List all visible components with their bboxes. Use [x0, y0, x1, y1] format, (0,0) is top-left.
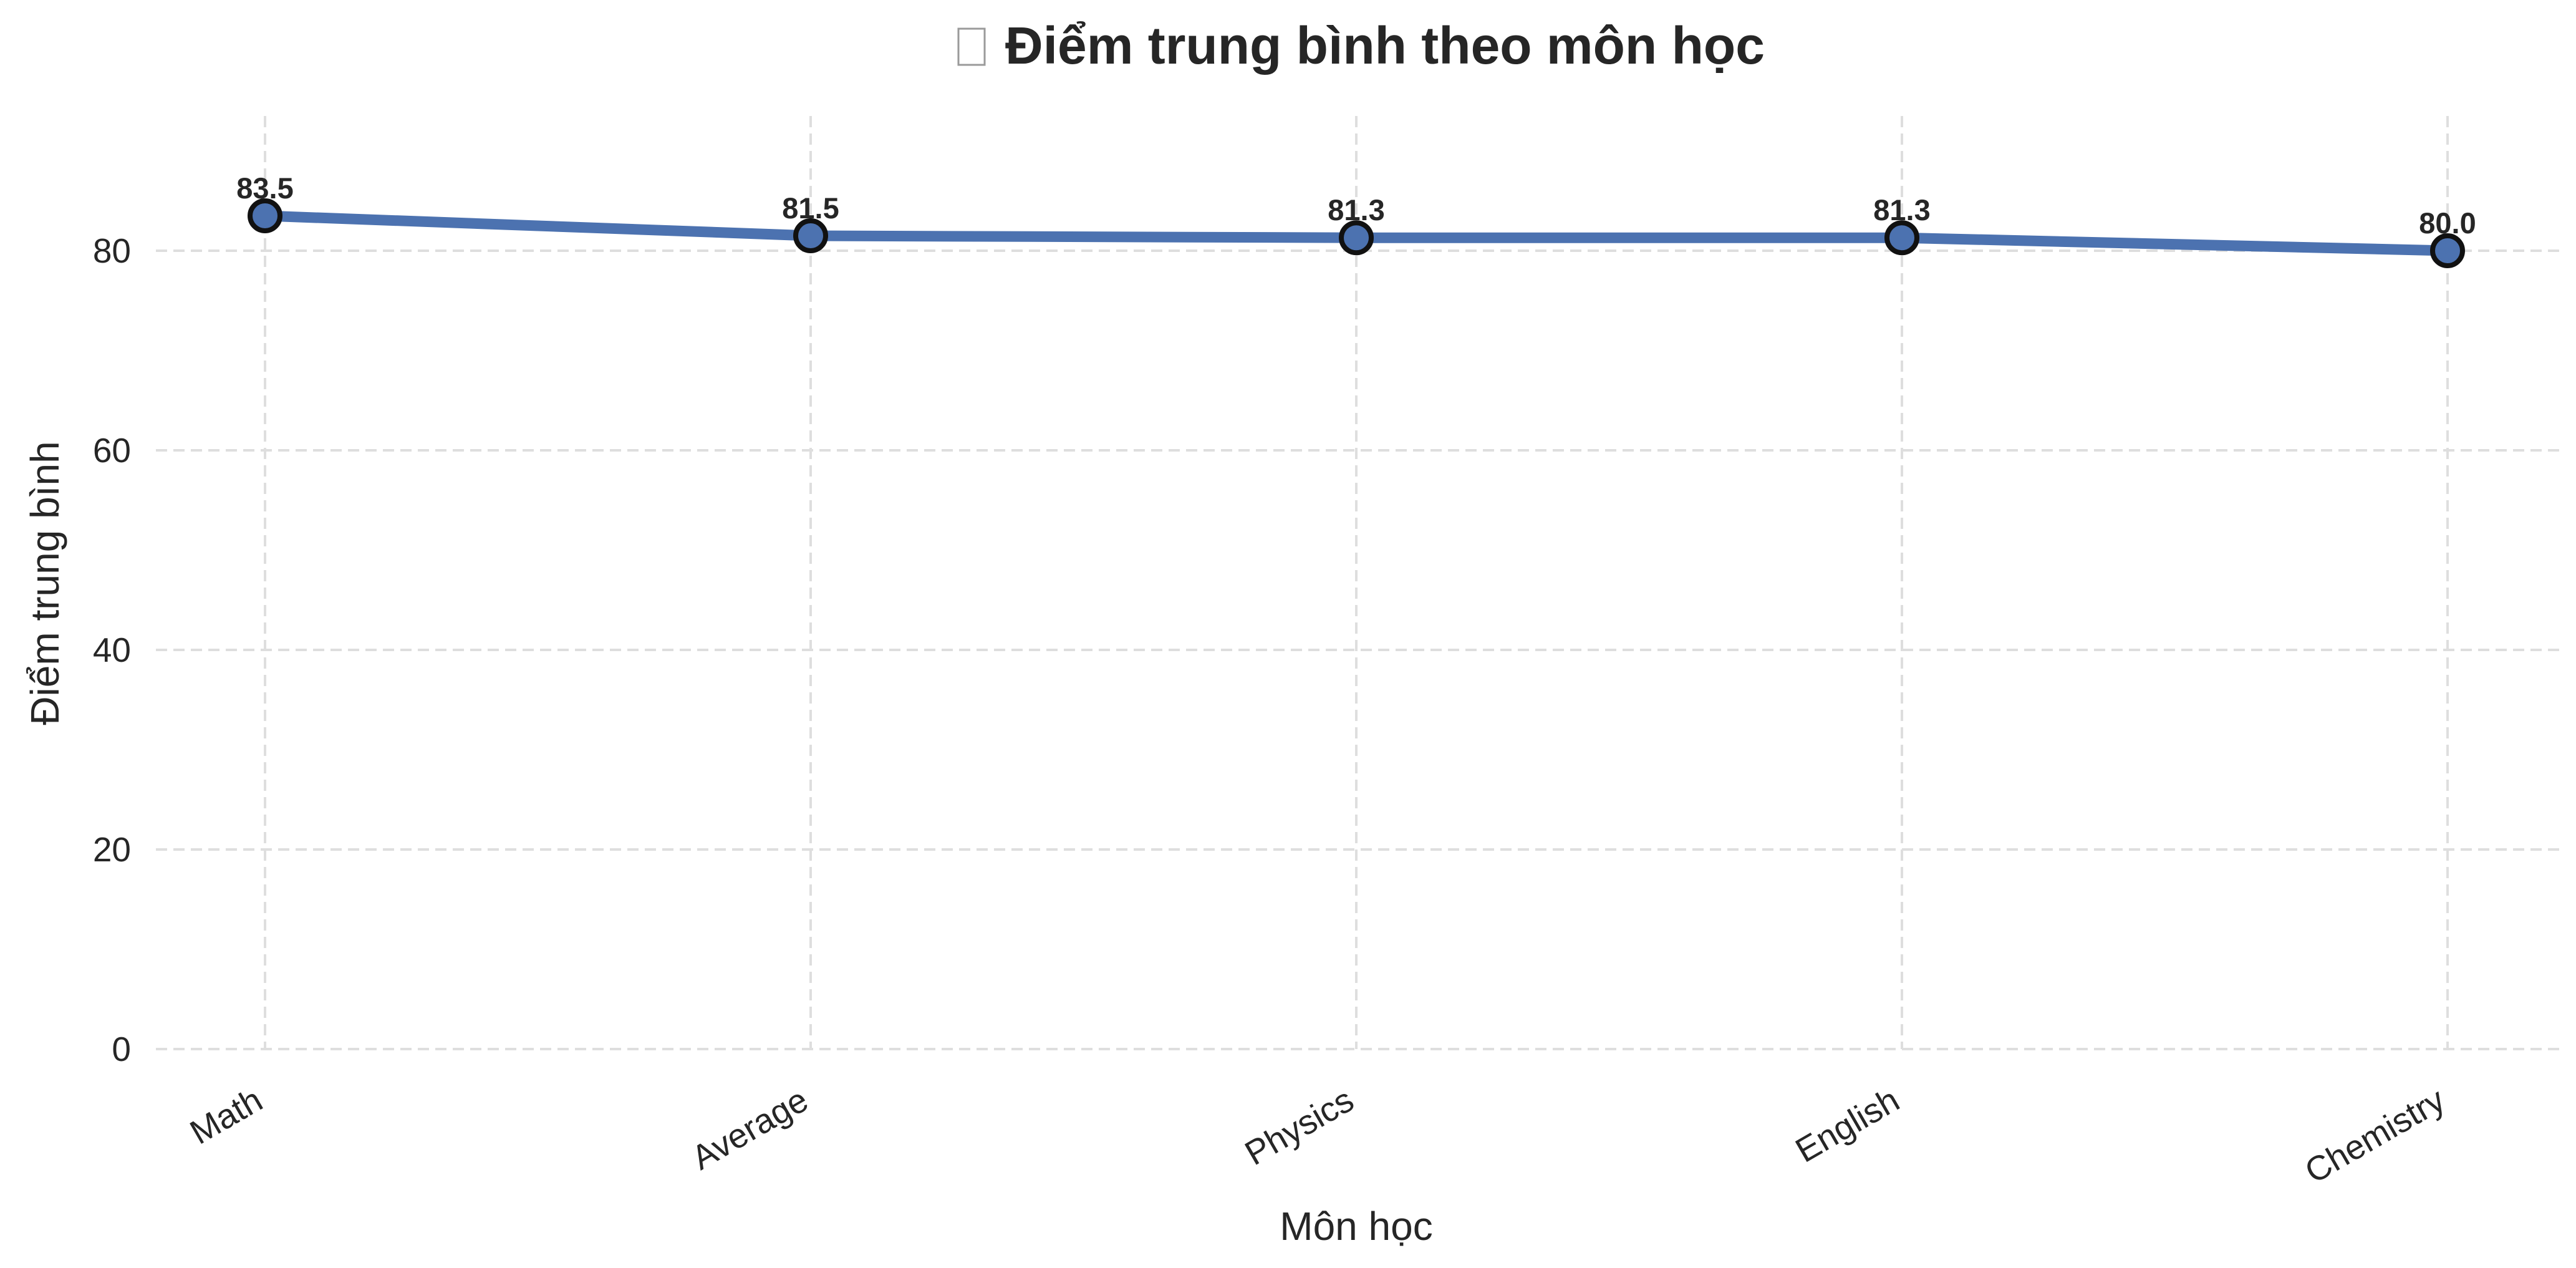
data-point-physics — [1339, 220, 1374, 256]
chart-title-group: Điểm trung bình theo môn học — [957, 16, 1765, 75]
data-point-average — [793, 218, 828, 253]
x-axis-title: Môn học — [1280, 1204, 1432, 1249]
data-point-chemistry — [2430, 233, 2465, 268]
x-tick-label-physics: Physics — [1238, 1080, 1360, 1173]
data-point-english — [1884, 220, 1919, 256]
y-tick-label-60: 60 — [93, 431, 131, 470]
x-tick-label-average: Average — [685, 1080, 814, 1178]
y-tick-label-40: 40 — [93, 631, 131, 669]
data-labels: 83.5 81.5 81.3 81.3 80.0 — [236, 172, 2476, 240]
data-points — [248, 198, 2465, 268]
grid — [156, 116, 2560, 1050]
data-label-average: 81.5 — [782, 191, 839, 225]
chart-icon — [957, 27, 986, 66]
x-tick-label-chemistry: Chemistry — [2299, 1080, 2452, 1191]
x-tick-label-english: English — [1789, 1080, 1906, 1170]
chart-title: Điểm trung bình theo môn học — [1005, 16, 1765, 75]
x-tick-label-math: Math — [183, 1080, 269, 1152]
x-tick-labels: Math Average Physics English Chemistry — [183, 1080, 2451, 1191]
y-tick-label-20: 20 — [93, 830, 131, 869]
y-tick-label-0: 0 — [112, 1030, 131, 1068]
data-point-math — [248, 198, 282, 233]
data-label-math: 83.5 — [236, 172, 293, 205]
data-label-chemistry: 80.0 — [2419, 206, 2476, 240]
data-label-english: 81.3 — [1873, 193, 1930, 226]
y-tick-label-80: 80 — [93, 231, 131, 270]
y-axis-title: Điểm trung bình — [22, 441, 67, 725]
y-tick-labels: 0 20 40 60 80 — [93, 231, 131, 1068]
data-label-physics: 81.3 — [1328, 193, 1384, 226]
